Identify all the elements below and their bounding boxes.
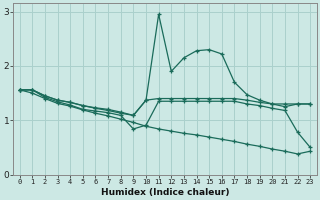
X-axis label: Humidex (Indice chaleur): Humidex (Indice chaleur) [101,188,229,197]
